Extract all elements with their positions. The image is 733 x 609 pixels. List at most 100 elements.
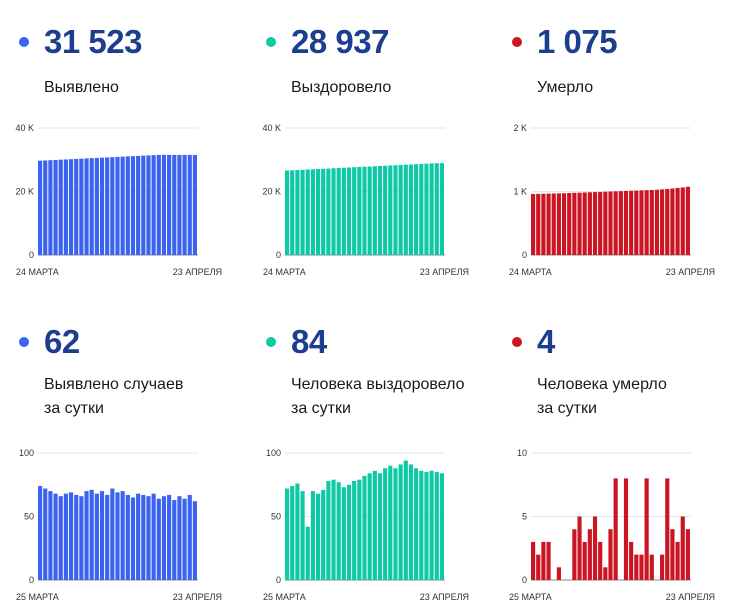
bar — [675, 187, 680, 255]
blue-dot-icon — [19, 37, 29, 47]
bar — [187, 494, 192, 580]
blue-dot-icon — [19, 337, 29, 347]
bar — [644, 190, 649, 255]
deaths-daily-chart: 0 5 10 25 МАРТА 23 АПРЕЛЯ — [509, 448, 715, 602]
bar — [577, 192, 582, 255]
bar — [94, 493, 99, 580]
bar — [63, 493, 68, 580]
bar — [531, 541, 536, 580]
deaths-total-label: Умерло — [537, 79, 594, 96]
bar — [48, 491, 53, 580]
bar — [592, 192, 598, 255]
bar — [414, 164, 419, 255]
bar — [556, 193, 561, 255]
bar — [419, 470, 424, 580]
bar — [295, 483, 300, 580]
bar — [613, 478, 618, 580]
deaths-total-value: 1 075 — [537, 23, 618, 60]
bar — [99, 491, 105, 580]
bar — [146, 496, 151, 580]
bar — [598, 191, 603, 255]
deaths-daily-value: 4 — [537, 323, 555, 360]
x-tick-label-start: 25 МАРТА — [509, 592, 552, 602]
panel-deaths-daily: 4 Человека умерло за сутки — [493, 0, 723, 417]
deaths-daily-label-line1: Человека умерло — [537, 376, 667, 393]
bar — [587, 529, 592, 580]
bar — [110, 488, 115, 580]
bar — [68, 159, 74, 255]
bar — [670, 529, 675, 580]
bar — [115, 156, 120, 255]
bar — [367, 473, 372, 580]
bar — [634, 554, 639, 580]
x-tick-label-start: 25 МАРТА — [263, 592, 306, 602]
bar — [346, 167, 352, 255]
bar — [151, 155, 156, 255]
bar — [48, 160, 53, 255]
recovered-daily-chart: 0 50 100 25 МАРТА 23 АПРЕЛЯ — [263, 448, 469, 602]
panel-detected-daily: 62 Выявлено случаев за сутки — [0, 0, 230, 417]
bar — [613, 191, 618, 255]
bar — [177, 496, 182, 580]
y-tick-label: 0 — [522, 575, 527, 585]
bar — [53, 159, 58, 255]
detected-daily-label-line1: Выявлено случаев — [44, 376, 184, 393]
bar — [43, 160, 48, 255]
bar — [670, 188, 675, 255]
bar — [177, 154, 182, 255]
bar — [424, 163, 429, 255]
bar — [79, 496, 84, 580]
y-tick-label: 40 K — [262, 123, 281, 133]
x-tick-label-end: 23 АПРЕЛЯ — [173, 592, 222, 602]
bar — [377, 473, 383, 580]
red-dot-icon — [512, 37, 522, 47]
y-tick-label: 0 — [276, 575, 281, 585]
y-tick-label: 5 — [522, 512, 527, 522]
x-tick-label-start: 24 МАРТА — [16, 267, 59, 277]
bar — [68, 492, 74, 580]
bar — [290, 170, 295, 255]
bar — [53, 493, 58, 580]
bar — [130, 156, 136, 255]
x-tick-label-end: 23 АПРЕЛЯ — [420, 267, 469, 277]
bar — [357, 479, 362, 580]
panel-detected-total: 31 523 Выявлено — [0, 0, 230, 300]
bar — [295, 170, 300, 255]
bar — [84, 158, 89, 255]
bar — [665, 478, 670, 580]
bar — [182, 154, 187, 255]
bar — [536, 193, 541, 255]
y-tick-label: 100 — [266, 448, 281, 458]
bar — [623, 478, 629, 580]
bar — [300, 491, 305, 580]
bar — [331, 479, 336, 580]
bar — [546, 541, 551, 580]
y-tick-label: 50 — [271, 512, 281, 522]
recovered-total-chart: 0 20 K 40 K 24 МАРТА 23 АПРЕЛЯ — [262, 123, 469, 277]
bar — [403, 460, 408, 580]
bar — [372, 166, 377, 255]
bar — [151, 493, 156, 580]
bar — [285, 170, 290, 255]
bar — [639, 554, 644, 580]
bar — [556, 567, 561, 580]
bar — [136, 493, 141, 580]
bar — [99, 157, 105, 255]
bar — [38, 486, 43, 580]
bar — [125, 494, 130, 580]
bar — [403, 164, 408, 255]
bar — [398, 164, 403, 255]
y-tick-label: 0 — [29, 250, 34, 260]
bar — [192, 501, 197, 580]
bar — [377, 165, 383, 255]
y-tick-label: 2 K — [513, 123, 527, 133]
y-tick-label: 1 K — [513, 187, 527, 197]
bar — [618, 191, 623, 255]
bar — [326, 480, 331, 580]
bar — [665, 188, 670, 255]
bar — [393, 468, 398, 580]
bar — [182, 498, 187, 580]
y-tick-label: 50 — [24, 512, 34, 522]
recovered-daily-label-line1: Человека выздоровело — [291, 376, 465, 393]
bar — [567, 193, 572, 255]
